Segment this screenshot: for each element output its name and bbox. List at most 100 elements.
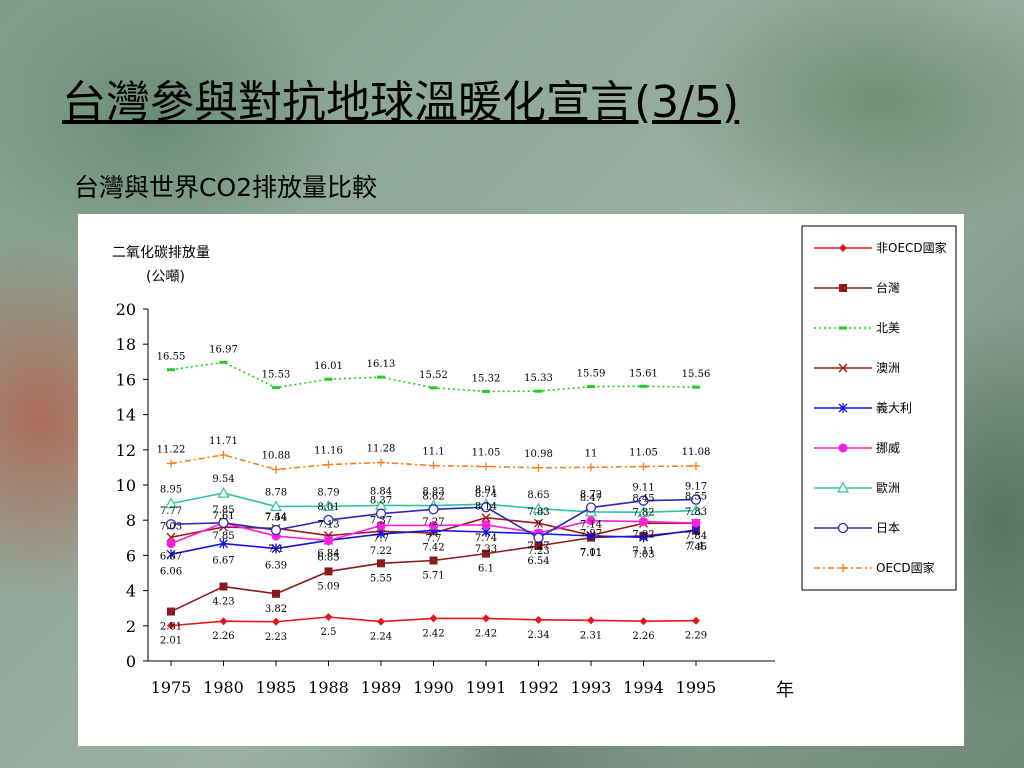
data-label: 11.22: [157, 445, 186, 456]
data-point: [324, 460, 333, 469]
data-label: 2.26: [212, 631, 234, 642]
x-tick-label: 1995: [676, 678, 717, 697]
data-label: 7.84: [685, 531, 707, 542]
legend-entry: 歐洲: [814, 480, 900, 495]
data-label: 7.74: [475, 533, 497, 544]
data-point: [691, 518, 701, 528]
data-point: [639, 617, 648, 626]
legend-label: 歐洲: [876, 480, 900, 495]
data-point: [272, 386, 280, 390]
data-label: 8.37: [370, 496, 392, 507]
data-label: 15.59: [577, 369, 606, 380]
data-label: 11.08: [682, 447, 711, 458]
data-point: [482, 389, 490, 393]
y-tick-label: 2: [126, 617, 136, 636]
data-point: [219, 538, 228, 549]
x-tick-label: 1994: [623, 678, 664, 697]
y-tick-label: 12: [116, 441, 136, 460]
data-point: [272, 465, 280, 474]
data-label: 8.79: [317, 487, 339, 498]
data-label: 16.97: [209, 344, 238, 355]
data-label: 15.32: [472, 373, 501, 384]
co2-line-chart: 二氧化碳排放量 (公噸) 年 0 2 4 6 8 10 12 14 16 18 20 1975 1980…: [112, 225, 957, 701]
data-point: [587, 463, 595, 472]
data-point: [377, 375, 385, 379]
data-label: 7.11: [580, 548, 602, 559]
data-label: 6.39: [265, 561, 287, 572]
slide-title: 台灣參與對抗地球溫暖化宣言(3/5): [62, 77, 740, 128]
y-tick-label: 14: [116, 406, 136, 425]
data-label: 7.82: [632, 507, 654, 518]
legend-swatch-marker: [839, 284, 847, 292]
data-label: 2.24: [370, 632, 392, 643]
legend-swatch-marker: [838, 443, 848, 453]
data-label: 11: [585, 448, 598, 459]
data-point: [219, 582, 228, 591]
data-label: 6.67: [212, 556, 234, 567]
x-tick-label: 1990: [413, 678, 454, 697]
data-label: 9.17: [685, 482, 707, 493]
data-point: [534, 518, 543, 528]
data-label: 7.1: [268, 544, 284, 555]
legend-label: 挪威: [876, 441, 900, 455]
data-label: 11.28: [367, 443, 396, 454]
x-tick-label: 1985: [256, 678, 297, 697]
data-point: [639, 517, 648, 527]
data-label: 8.95: [160, 484, 182, 495]
legend-entry: 義大利: [814, 400, 912, 415]
data-label: 3.82: [265, 604, 287, 615]
data-point: [272, 617, 280, 626]
data-point: [166, 539, 176, 549]
data-label: 2.29: [685, 631, 707, 642]
data-label: 2.26: [632, 631, 654, 642]
data-label: 7.77: [160, 506, 182, 517]
data-point: [219, 450, 228, 459]
data-point: [482, 462, 490, 471]
legend-entry: 挪威: [814, 441, 900, 455]
data-label: 7.11: [632, 546, 654, 557]
data-label: 7.45: [685, 542, 707, 553]
legend-label: 北美: [876, 321, 900, 335]
legend-label: 日本: [876, 521, 900, 535]
data-point: [377, 617, 385, 626]
data-point: [639, 462, 648, 471]
data-label: 7.44: [265, 512, 287, 523]
data-point: [166, 549, 176, 560]
data-label: 6.85: [317, 552, 339, 563]
data-point: [167, 607, 175, 616]
data-label: 7.22: [370, 546, 392, 557]
marker-stroke: [166, 532, 176, 542]
data-point: [323, 514, 334, 526]
y-tick-label: 18: [116, 335, 136, 354]
data-label: 15.53: [262, 370, 291, 381]
data-label: 8.83: [422, 487, 444, 498]
legend-swatch-marker: [838, 403, 848, 413]
data-point: [692, 616, 700, 625]
legend-entry: 北美: [814, 321, 900, 335]
data-label: 5.09: [317, 581, 339, 592]
y-tick-label: 0: [126, 652, 136, 671]
data-label: 7.01: [580, 548, 602, 559]
data-label: 10.88: [262, 451, 291, 462]
legend-swatch-marker: [839, 244, 847, 252]
y-tick-label: 4: [126, 582, 136, 601]
chart-panel: 二氧化碳排放量 (公噸) 年 0 2 4 6 8 10 12 14 16 18 20 1975 1980…: [78, 214, 964, 746]
data-label: 15.56: [682, 369, 711, 380]
series-layer: [164, 360, 703, 630]
data-label: 7.27: [422, 517, 444, 528]
data-point: [376, 528, 386, 539]
data-label: 11.05: [472, 448, 501, 459]
data-point: [322, 500, 335, 511]
y-tick-label: 20: [116, 300, 136, 319]
data-point: [534, 463, 543, 472]
data-label: 7.7: [426, 533, 442, 544]
data-point: [534, 615, 543, 624]
data-label: 7.33: [475, 544, 497, 555]
x-tick-label: 1980: [203, 678, 244, 697]
data-point: [533, 532, 544, 543]
data-label: 6.1: [478, 564, 494, 575]
data-label: 7.83: [527, 507, 549, 518]
data-point: [218, 517, 229, 528]
data-point: [639, 532, 648, 543]
data-label: 7.97: [580, 529, 602, 540]
